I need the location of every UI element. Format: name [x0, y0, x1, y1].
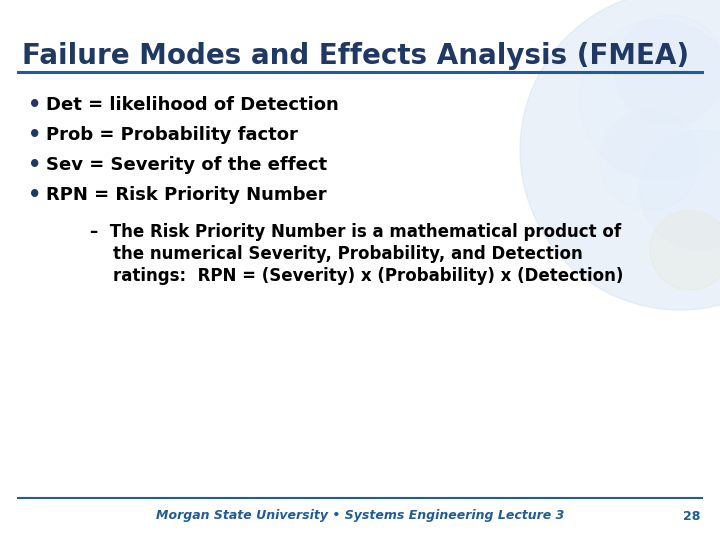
- Circle shape: [615, 15, 720, 125]
- Text: •: •: [28, 125, 41, 145]
- Text: •: •: [28, 185, 41, 205]
- Circle shape: [600, 110, 700, 210]
- Text: –  The Risk Priority Number is a mathematical product of: – The Risk Priority Number is a mathemat…: [90, 223, 621, 241]
- Circle shape: [580, 20, 720, 180]
- Circle shape: [520, 0, 720, 310]
- Text: •: •: [28, 95, 41, 115]
- Text: Sev = Severity of the effect: Sev = Severity of the effect: [46, 156, 327, 174]
- Text: ratings:  RPN = (Severity) x (Probability) x (Detection): ratings: RPN = (Severity) x (Probability…: [90, 267, 624, 285]
- Text: Prob = Probability factor: Prob = Probability factor: [46, 126, 298, 144]
- Text: 28: 28: [683, 510, 700, 523]
- Circle shape: [650, 210, 720, 290]
- Text: •: •: [28, 155, 41, 175]
- Text: the numerical Severity, Probability, and Detection: the numerical Severity, Probability, and…: [90, 245, 582, 263]
- Text: Failure Modes and Effects Analysis (FMEA): Failure Modes and Effects Analysis (FMEA…: [22, 42, 689, 70]
- Text: Det = likelihood of Detection: Det = likelihood of Detection: [46, 96, 338, 114]
- Text: Morgan State University • Systems Engineering Lecture 3: Morgan State University • Systems Engine…: [156, 510, 564, 523]
- Text: RPN = Risk Priority Number: RPN = Risk Priority Number: [46, 186, 327, 204]
- Circle shape: [640, 130, 720, 250]
